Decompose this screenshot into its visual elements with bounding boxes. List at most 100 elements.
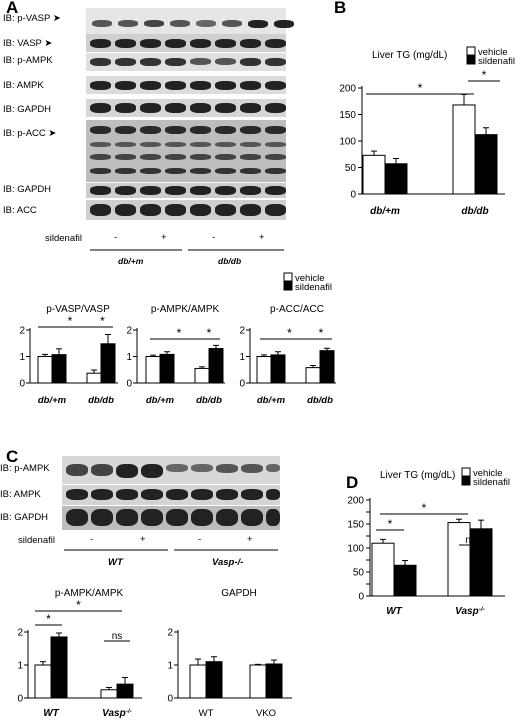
legend-label-vehicle: vehicle — [478, 47, 508, 58]
y-tick-label: 2 — [19, 326, 25, 337]
bar-vehicle — [100, 689, 118, 699]
blot-c-ampk — [62, 485, 280, 505]
chart-2: 0 1 2 db/+m db/db p-AMPK/AMPK * * — [126, 304, 225, 406]
y-tick-label: 0 — [19, 379, 25, 390]
bar-vehicle — [362, 154, 386, 195]
bar-vehicle — [305, 367, 321, 384]
chart-6: 0 50 100 150 200 WT Vasp-/- * * ns — [347, 496, 505, 618]
y-tick-label: 0 — [239, 379, 245, 390]
y-tick-label: 150 — [347, 520, 364, 531]
y-tick-label: 100 — [339, 137, 356, 148]
bar-sildenafil — [208, 348, 224, 384]
treat-mark-a-1: - — [114, 232, 118, 243]
y-tick-label: 0 — [167, 694, 173, 705]
category-label: db/+m — [370, 206, 400, 217]
chart-1: 0 1 2 db/+m db/db p-VASP/VASP* * — [19, 304, 118, 406]
bar-vehicle — [189, 664, 207, 699]
y-tick-label: 1 — [17, 661, 23, 672]
legend-swatch-vehicle — [461, 467, 471, 477]
y-tick-label: 150 — [339, 110, 356, 121]
treat-mark-a-2: + — [161, 232, 167, 243]
significance-label: * — [100, 314, 105, 328]
blot-c-gapdh — [62, 506, 280, 530]
treatment-label-a: sildenafil — [45, 233, 82, 244]
blot-label-acc: IB: ACC — [3, 205, 37, 216]
blot-label-c-p-ampk: IB: p-AMPK — [0, 463, 50, 474]
chart-3: 0 1 2 db/+m db/db p-ACC/ACC * * — [239, 304, 336, 406]
category-label: WT — [43, 708, 59, 719]
group-label-c-vasp: Vasp-/- — [212, 557, 244, 568]
y-tick-label: 50 — [345, 163, 357, 174]
chart-title-b: Liver TG (mg/dL) — [372, 50, 447, 61]
legend-swatch-sildenafil — [466, 55, 476, 65]
bar-sildenafil — [100, 343, 116, 384]
significance-label: * — [287, 326, 292, 340]
blot-label-gapdh-1: IB: GAPDH — [3, 104, 52, 115]
blot-label-c-gapdh: IB: GAPDH — [0, 512, 49, 523]
treat-mark-a-4: + — [259, 232, 265, 243]
y-tick-label: 1 — [126, 352, 132, 363]
y-tick-label: 2 — [167, 628, 173, 639]
category-label: db/db — [196, 395, 222, 406]
significance-label: * — [418, 81, 423, 95]
y-tick-label: 2 — [126, 326, 132, 337]
bar-vehicle — [34, 664, 52, 699]
legend-label-sildenafil: sildenafil — [473, 477, 510, 488]
bar-vehicle — [86, 372, 102, 384]
significance-label: * — [388, 517, 393, 531]
y-tick-label: 1 — [239, 352, 245, 363]
bar-sildenafil — [384, 163, 408, 195]
significance-label: * — [319, 326, 324, 340]
bar-sildenafil — [50, 636, 68, 699]
significance-label: * — [68, 314, 73, 328]
bar-sildenafil — [319, 350, 335, 384]
legend-swatch-vehicle — [283, 272, 293, 282]
blot-c-p-ampk — [62, 456, 280, 484]
significance-label: ns — [112, 631, 123, 642]
treat-mark-c-1: - — [90, 534, 94, 545]
blot-p-acc — [86, 120, 286, 182]
y-tick-label: 1 — [167, 661, 173, 672]
legend-label-sildenafil: sildenafil — [295, 282, 332, 293]
bar-sildenafil — [205, 661, 223, 699]
y-tick-label: 2 — [17, 628, 23, 639]
category-label: WT — [386, 606, 402, 617]
blot-gapdh-1 — [86, 99, 286, 117]
chart-title-d: Liver TG (mg/dL) — [380, 470, 455, 481]
bar-sildenafil — [393, 564, 417, 597]
category-label: db/db — [307, 395, 333, 406]
bar-vehicle — [256, 356, 272, 384]
bar-vehicle — [145, 356, 161, 384]
bar-sildenafil — [270, 354, 286, 384]
blot-label-c-ampk: IB: AMPK — [0, 489, 41, 500]
y-tick-label: 0 — [350, 190, 356, 201]
bar-vehicle — [249, 664, 267, 699]
bar-sildenafil — [51, 354, 67, 384]
significance-label: * — [207, 326, 212, 340]
category-label: Vasp-/- — [455, 606, 485, 618]
chart-title: p-VASP/VASP — [46, 304, 110, 315]
y-tick-label: 0 — [126, 379, 132, 390]
treat-mark-a-3: - — [212, 232, 216, 243]
y-tick-label: 200 — [339, 84, 356, 95]
category-label: db/+m — [38, 395, 67, 406]
significance-label: * — [46, 612, 51, 626]
y-tick-label: 0 — [358, 592, 364, 603]
chart-0: 0 50 100 150 200 db/+m db/db * * — [339, 68, 505, 217]
legend-label-vehicle: vehicle — [295, 273, 325, 284]
legend-swatch-sildenafil — [283, 281, 293, 291]
chart-5: 0 1 2 WT VKO GAPDH — [167, 588, 292, 719]
blot-label-p-acc: IB: p-ACC ➤ — [3, 128, 57, 139]
y-tick-label: 0 — [17, 694, 23, 705]
significance-label: * — [422, 501, 427, 515]
significance-label: * — [76, 598, 81, 612]
bar-sildenafil — [474, 134, 498, 195]
treat-mark-c-2: + — [140, 534, 146, 545]
category-label: VKO — [256, 708, 276, 719]
